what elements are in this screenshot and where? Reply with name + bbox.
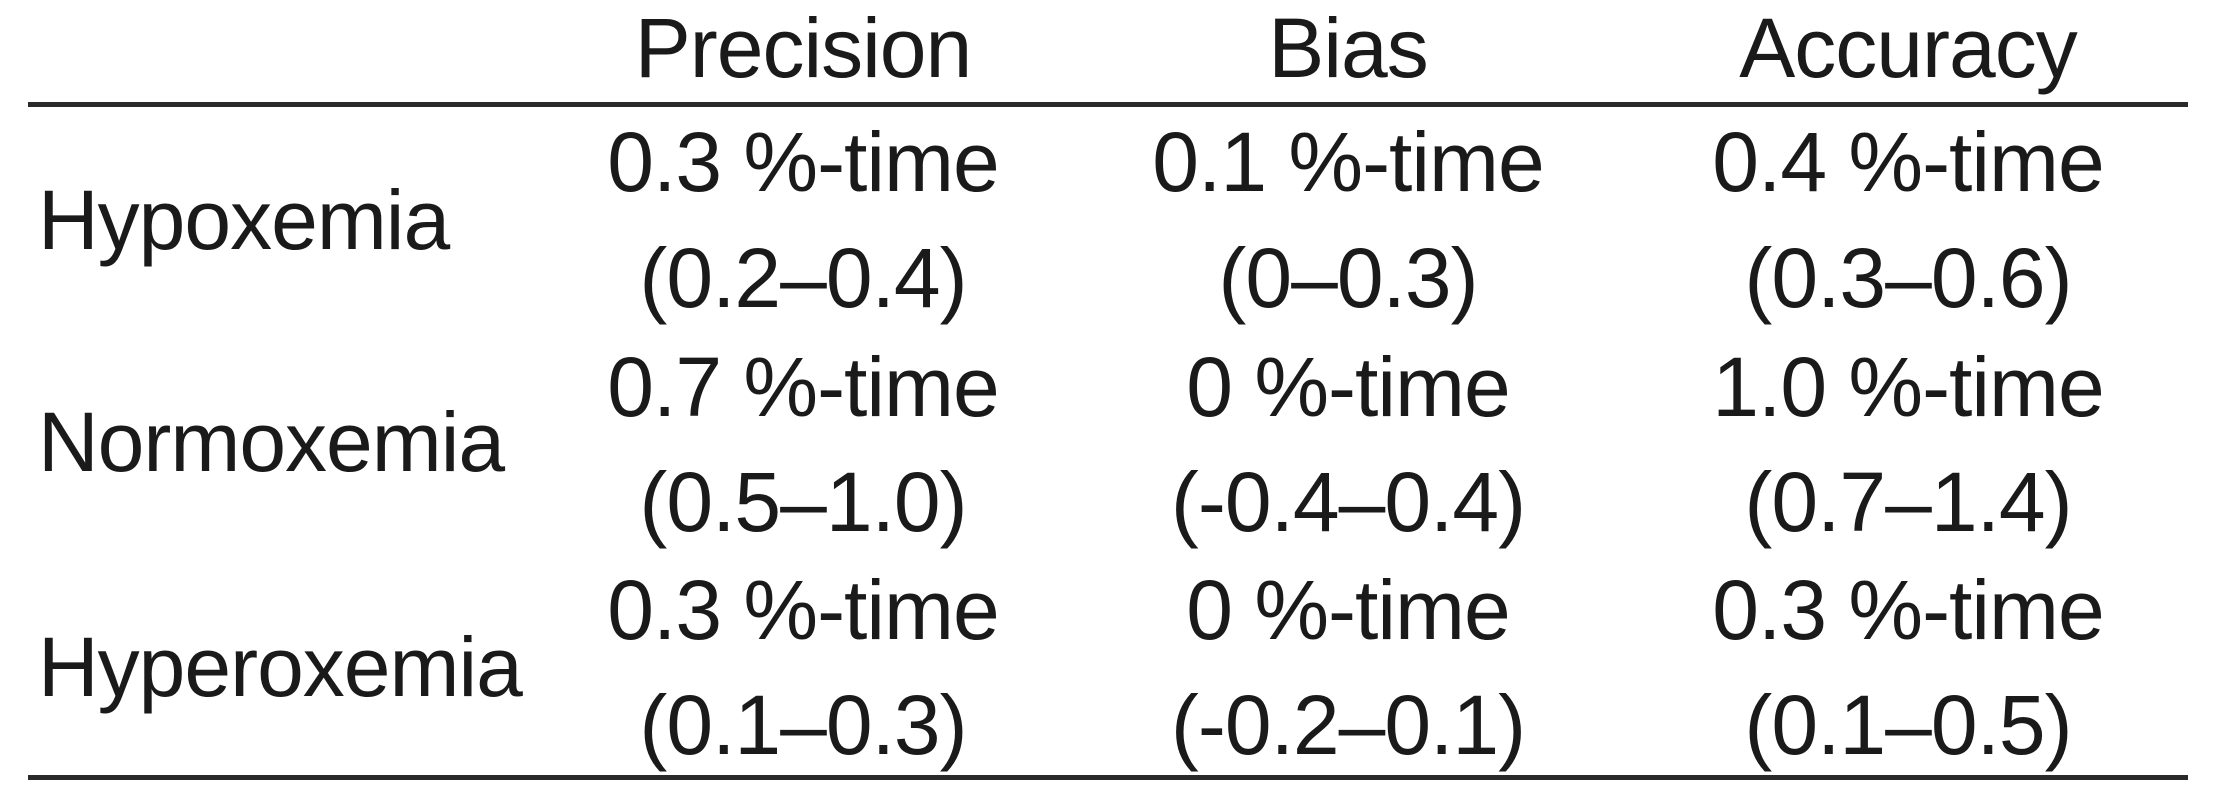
hypoxemia-accuracy-value: 0.4 %-time: [1712, 115, 2104, 209]
hyperoxemia-precision-ci: (0.1–0.3): [639, 678, 967, 772]
hyperoxemia-accuracy-value: 0.3 %-time: [1712, 563, 2104, 657]
normoxemia-accuracy-value: 1.0 %-time: [1712, 340, 2104, 434]
results-table: Precision Bias Accuracy Hypoxemia 0.3 %-…: [28, 0, 2188, 800]
hypoxemia-precision-ci: (0.2–0.4): [639, 231, 967, 325]
bottom-rule: [28, 775, 2188, 780]
hypoxemia-accuracy-ci: (0.3–0.6): [1744, 231, 2072, 325]
hypoxemia-bias-ci: (0–0.3): [1218, 231, 1478, 325]
normoxemia-bias-ci: (-0.4–0.4): [1170, 455, 1526, 549]
row-label-hyperoxemia: Hyperoxemia: [38, 620, 523, 714]
hyperoxemia-bias-value: 0 %-time: [1186, 563, 1510, 657]
hyperoxemia-precision-value: 0.3 %-time: [607, 563, 999, 657]
hyperoxemia-accuracy-ci: (0.1–0.5): [1744, 678, 2072, 772]
hypoxemia-precision-value: 0.3 %-time: [607, 115, 999, 209]
normoxemia-bias-value: 0 %-time: [1186, 340, 1510, 434]
hypoxemia-bias-value: 0.1 %-time: [1152, 115, 1544, 209]
header-accuracy: Accuracy: [1739, 1, 2077, 95]
normoxemia-accuracy-ci: (0.7–1.4): [1744, 455, 2072, 549]
header-bias: Bias: [1268, 1, 1428, 95]
top-rule: [28, 102, 2188, 107]
normoxemia-precision-ci: (0.5–1.0): [639, 455, 967, 549]
header-precision: Precision: [634, 1, 972, 95]
row-label-normoxemia: Normoxemia: [38, 395, 505, 489]
normoxemia-precision-value: 0.7 %-time: [607, 340, 999, 434]
row-label-hypoxemia: Hypoxemia: [38, 173, 450, 267]
hyperoxemia-bias-ci: (-0.2–0.1): [1170, 678, 1526, 772]
